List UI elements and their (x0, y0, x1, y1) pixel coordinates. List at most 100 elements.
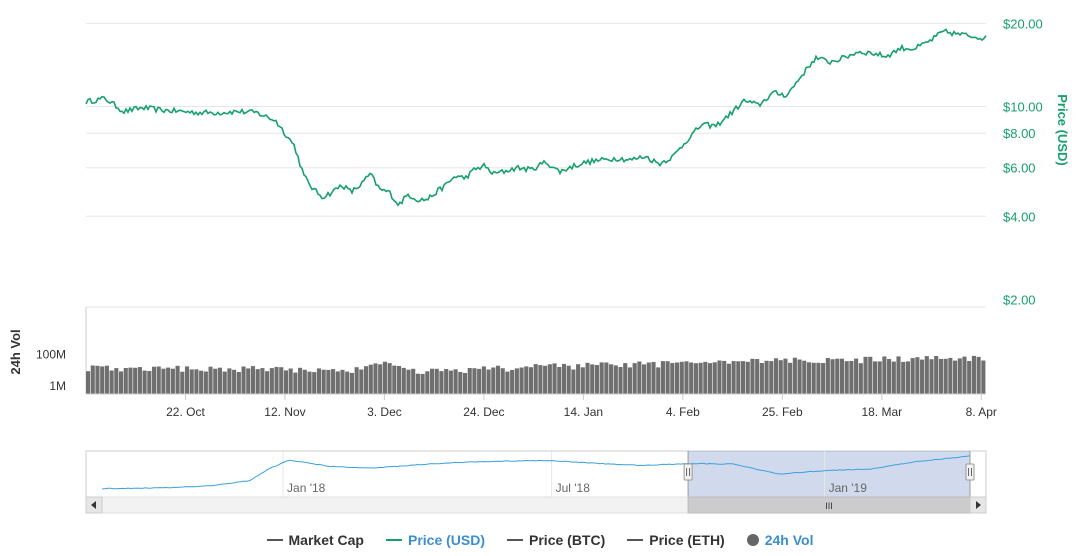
volume-bar (453, 369, 458, 394)
volume-bar (580, 367, 585, 394)
volume-bar (660, 361, 665, 394)
volume-bar (161, 368, 166, 394)
navigator-series-line (101, 455, 971, 490)
volume-bar (481, 366, 486, 394)
volume-bar (519, 367, 524, 394)
volume-bar (354, 367, 359, 394)
volume-bar (594, 365, 600, 394)
volume-bar (387, 363, 392, 394)
volume-bar (976, 356, 981, 394)
volume-bar (331, 369, 336, 394)
volume-bar (693, 363, 698, 394)
volume-bar (642, 364, 647, 394)
x-tick-label: 14. Jan (564, 405, 603, 419)
volume-bar (109, 370, 114, 394)
volume-bar (118, 371, 124, 394)
volume-bar (283, 370, 289, 394)
volume-bar (872, 361, 878, 394)
volume-bar (345, 371, 350, 394)
volume-bar (434, 368, 439, 394)
volume-bar (255, 369, 260, 394)
volume-bar (816, 362, 821, 394)
volume-bar (184, 366, 190, 394)
volume-bar (613, 365, 618, 394)
legend: Market Cap Price (USD) Price (BTC) Price (E… (0, 528, 1080, 552)
volume-bar (288, 368, 293, 394)
price-tick-label: $6.00 (1003, 161, 1036, 176)
volume-bar (382, 361, 387, 394)
volume-bar (128, 367, 133, 394)
price-usd-series-line (85, 28, 987, 207)
x-tick-label: 24. Dec (463, 405, 504, 419)
price-tick-label: $2.00 (1003, 292, 1036, 307)
volume-bar (411, 368, 416, 394)
volume-bar (368, 364, 373, 394)
volume-bar (95, 365, 100, 394)
volume-bar (420, 373, 425, 394)
volume-bar (213, 368, 218, 394)
navigator-handles[interactable] (683, 451, 975, 497)
legend-item-market-cap[interactable]: Market Cap (266, 532, 364, 548)
scrollbar[interactable]: III (85, 496, 987, 514)
volume-bar (957, 358, 962, 394)
x-axis: 22. Oct 12. Nov 3. Dec 24. Dec 14. Jan 4. Feb… (166, 394, 997, 419)
legend-item-price-eth[interactable]: Price (ETH) (627, 532, 725, 548)
price-tick-label: $8.00 (1003, 126, 1036, 141)
legend-line-icon (627, 539, 644, 541)
volume-bar (269, 368, 274, 394)
volume-bar (316, 368, 321, 394)
navigator-right-handle[interactable] (965, 463, 975, 481)
legend-line-icon (507, 539, 524, 541)
volume-bar (609, 364, 614, 394)
volume-bar (920, 359, 925, 394)
volume-bar (533, 364, 538, 394)
legend-line-icon (266, 539, 283, 541)
volume-bar (396, 366, 402, 394)
legend-item-price-btc[interactable]: Price (BTC) (507, 532, 605, 548)
volume-bar (514, 368, 519, 394)
volume-bar (401, 367, 406, 394)
volume-bar (90, 365, 95, 394)
volume-bar (425, 371, 430, 394)
legend-item-price-usd[interactable]: Price (USD) (385, 532, 485, 548)
volume-bar (147, 371, 152, 394)
volume-bar (740, 361, 746, 394)
navigator-axis: Jan '18 Jul '18 Jan '19 (282, 451, 867, 497)
volume-bar (170, 368, 175, 394)
volume-bar (679, 361, 684, 394)
volume-bar (180, 371, 185, 394)
volume-bar (651, 362, 656, 394)
volume-bar (670, 363, 675, 394)
navigator-left-handle[interactable] (683, 463, 693, 481)
volume-bar (194, 369, 199, 394)
volume-bar (646, 362, 651, 394)
volume-bar (882, 356, 887, 394)
volume-bar (265, 371, 270, 394)
volume-bar (778, 360, 783, 394)
navigator-selected-range[interactable] (688, 451, 970, 497)
volume-bar (510, 370, 515, 394)
volume-bar (877, 361, 882, 394)
x-tick-label: 22. Oct (166, 405, 205, 419)
volume-bar (486, 369, 491, 394)
volume-bar (731, 361, 736, 394)
volume-bar (755, 359, 760, 394)
legend-item-24h-vol[interactable]: 24h Vol (746, 532, 813, 548)
volume-bar (227, 368, 232, 394)
volume-bar (359, 369, 364, 394)
volume-bar (415, 373, 420, 394)
volume-bar (717, 360, 722, 394)
volume-bar (637, 361, 642, 394)
volume-bar (448, 370, 453, 394)
volume-bar (260, 368, 265, 394)
volume-bar (910, 358, 915, 394)
volume-bar (561, 363, 567, 394)
volume-bar (943, 358, 948, 394)
volume-bar (444, 369, 449, 394)
navigator-background (85, 450, 987, 498)
navigator[interactable]: Jan '18 Jul '18 Jan '19 (85, 450, 987, 498)
volume-bar (745, 361, 750, 394)
volume-bar (703, 361, 708, 394)
volume-bar (274, 366, 279, 394)
volume-bar (571, 369, 576, 394)
